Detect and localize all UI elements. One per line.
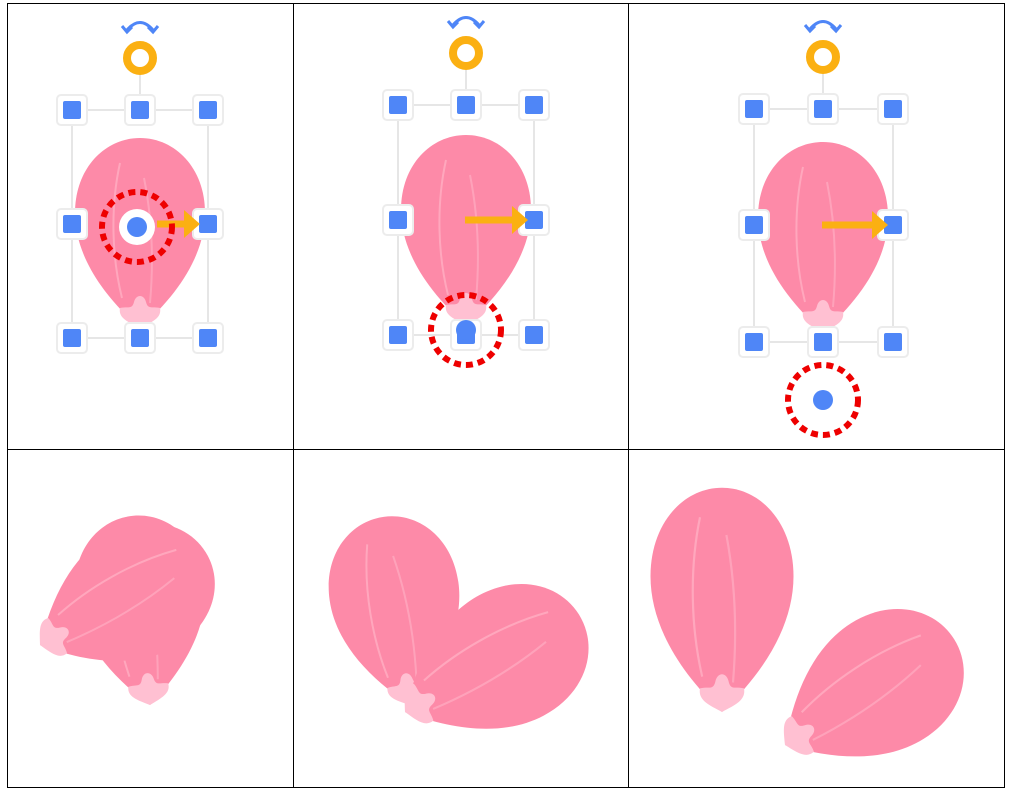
grid-frame xyxy=(7,3,1005,788)
pivot-point xyxy=(813,390,833,410)
pivot-highlight xyxy=(428,292,504,368)
resize-handle xyxy=(63,215,81,233)
arrow-head xyxy=(512,206,528,234)
edit-panels xyxy=(56,16,909,438)
arrow-head xyxy=(872,211,888,239)
result-panels xyxy=(8,486,992,794)
resize-handle xyxy=(814,333,832,351)
resize-handle xyxy=(63,101,81,119)
petal xyxy=(400,134,532,326)
edit-panel xyxy=(382,16,550,368)
edit-panel xyxy=(738,20,909,438)
rotate-icon xyxy=(446,20,486,30)
resize-handle xyxy=(745,216,763,234)
resize-handle xyxy=(884,216,902,234)
pivot-highlight xyxy=(785,362,861,438)
pivot-point xyxy=(456,320,476,340)
resize-handle xyxy=(199,329,217,347)
pivot-point xyxy=(127,217,147,237)
resize-handle xyxy=(199,101,217,119)
arrow-head xyxy=(184,210,200,238)
edit-panel xyxy=(56,21,224,354)
resize-handle xyxy=(884,333,902,351)
petal xyxy=(757,141,889,333)
resize-handle xyxy=(745,100,763,118)
resize-handle xyxy=(389,211,407,229)
rotate-handle xyxy=(123,41,157,75)
resize-handle xyxy=(884,100,902,118)
petal xyxy=(649,486,795,714)
resize-handle xyxy=(199,215,217,233)
resize-handle xyxy=(457,96,475,114)
resize-handle xyxy=(525,96,543,114)
pivot-highlight xyxy=(99,189,175,265)
rotate-icon xyxy=(803,24,843,34)
resize-handle xyxy=(389,326,407,344)
rotate-handle xyxy=(449,36,483,70)
resize-handle xyxy=(131,329,149,347)
rotate-icon xyxy=(120,25,160,35)
resize-handle xyxy=(814,100,832,118)
rotate-handle xyxy=(806,40,840,74)
resize-handle xyxy=(525,326,543,344)
resize-handle xyxy=(63,329,81,347)
resize-handle xyxy=(525,211,543,229)
resize-handle xyxy=(389,96,407,114)
frame xyxy=(7,3,1005,788)
resize-handle xyxy=(131,101,149,119)
resize-handle xyxy=(745,333,763,351)
